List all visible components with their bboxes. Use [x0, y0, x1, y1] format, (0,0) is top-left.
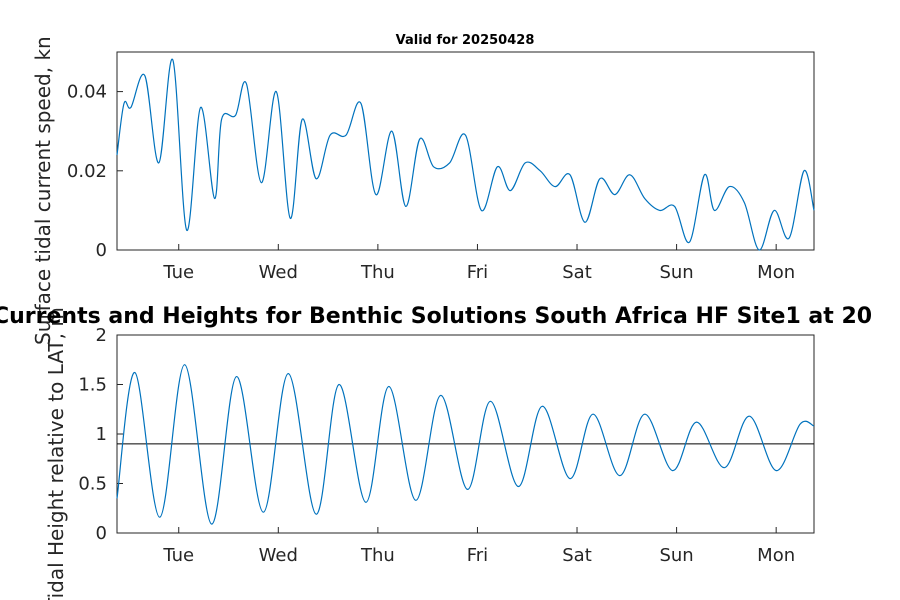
top-x-tick-label: Thu	[360, 262, 395, 283]
bottom-y-tick-label: 2	[96, 325, 107, 346]
bottom-x-tick-label: Fri	[467, 545, 488, 566]
top-x-ticks: Tue Wed Thu Fri Sat Sun Mon	[162, 244, 795, 283]
top-x-tick-label: Sat	[562, 262, 592, 283]
top-y-tick-label: 0.04	[67, 82, 107, 103]
top-x-tick-label: Sun	[659, 262, 693, 283]
tidal-height-panel: 0 0.5 1 1.5 2 Tue Wed Thu Fri Sat Sun Mon Tidal He…	[44, 307, 815, 600]
bottom-x-tick-label: Tue	[162, 545, 194, 566]
bottom-x-tick-label: Sat	[562, 545, 592, 566]
top-x-tick-label: Tue	[162, 262, 194, 283]
bottom-y-tick-label: 1.5	[78, 375, 107, 396]
bottom-plot-area	[116, 334, 815, 534]
bottom-y-axis-label: Tidal Height relative to LAT, m	[44, 307, 68, 600]
top-chart-title: Valid for 20250428	[396, 33, 535, 48]
bottom-x-tick-label: Wed	[259, 545, 298, 566]
current-speed-panel: Valid for 20250428 0 0.02 0.04 Tue Wed Thu Fr…	[31, 33, 815, 345]
main-title: Currents and Heights for Benthic Solutio…	[0, 304, 872, 329]
top-y-tick-label: 0.02	[67, 161, 107, 182]
top-x-tick-label: Wed	[259, 262, 298, 283]
tidal-height-series-line	[116, 364, 815, 525]
bottom-y-tick-label: 1	[96, 424, 107, 445]
bottom-y-tick-label: 0	[96, 523, 107, 544]
top-y-tick-label: 0	[96, 240, 107, 261]
bottom-x-tick-label: Mon	[757, 545, 795, 566]
bottom-x-tick-label: Sun	[659, 545, 693, 566]
bottom-y-tick-label: 0.5	[78, 474, 107, 495]
current-speed-series-line	[116, 58, 815, 251]
bottom-y-ticks: 0 0.5 1 1.5 2	[78, 325, 123, 544]
top-x-tick-label: Mon	[757, 262, 795, 283]
top-y-ticks: 0 0.02 0.04	[67, 82, 123, 261]
top-y-axis-label: Surface tidal current speed, kn	[31, 36, 55, 345]
top-plot-area	[116, 51, 815, 251]
bottom-x-tick-label: Thu	[360, 545, 395, 566]
bottom-x-ticks: Tue Wed Thu Fri Sat Sun Mon	[162, 527, 795, 566]
top-x-tick-label: Fri	[467, 262, 488, 283]
